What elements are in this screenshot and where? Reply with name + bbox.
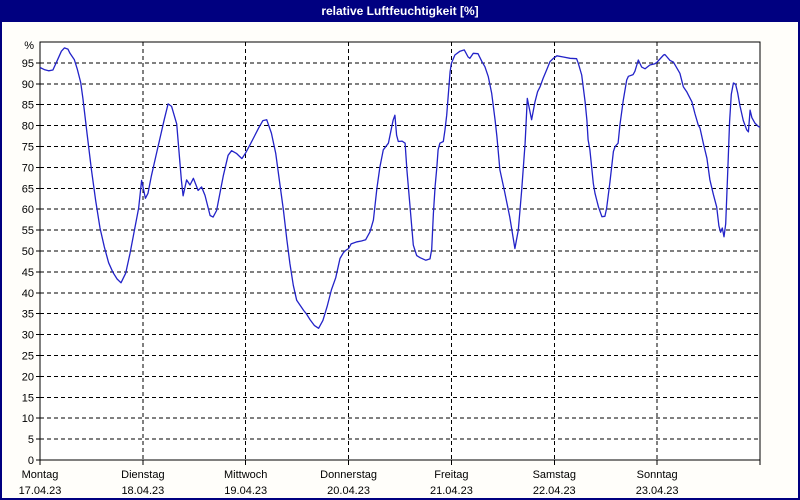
x-weekday-label: Mittwoch [224, 469, 267, 481]
y-axis: 0 5 10 15 20 25 30 35 40 45 50 55 60 65 70 75 80 85 90 95% [22, 40, 40, 467]
y-tick-label: 55 [22, 225, 34, 237]
y-tick-label: 85 [22, 100, 34, 112]
y-tick-label: 90 [22, 79, 34, 91]
x-date-label: 21.04.23 [430, 485, 473, 497]
y-tick-label: 10 [22, 413, 34, 425]
y-tick-label: 30 [22, 330, 34, 342]
x-weekday-label: Freitag [434, 469, 468, 481]
x-date-label: 20.04.23 [327, 485, 370, 497]
y-tick-label: 80 [22, 121, 34, 133]
x-date-label: 18.04.23 [121, 485, 164, 497]
gridlines [40, 42, 760, 460]
y-tick-label: 95 [22, 58, 34, 70]
x-weekday-label: Donnerstag [320, 469, 377, 481]
humidity-series-line [39, 47, 761, 329]
y-tick-label: 45 [22, 267, 34, 279]
x-axis: Montag 17.04.23 Dienstag 18.04.23 Mittwoch 19… [19, 460, 761, 497]
y-tick-label: 20 [22, 371, 34, 383]
x-weekday-label: Sonntag [637, 469, 678, 481]
y-tick-label: 65 [22, 183, 34, 195]
x-date-label: 19.04.23 [224, 485, 267, 497]
title-bar: relative Luftfeuchtigkeit [%] [0, 0, 800, 22]
x-weekday-label: Montag [22, 469, 59, 481]
y-tick-label: 15 [22, 392, 34, 404]
x-date-label: 22.04.23 [533, 485, 576, 497]
y-tick-label: 50 [22, 246, 34, 258]
y-axis-unit-label: % [24, 40, 34, 52]
y-tick-label: 0 [28, 455, 34, 467]
x-date-label: 17.04.23 [19, 485, 62, 497]
x-weekday-label: Dienstag [121, 469, 164, 481]
y-tick-label: 70 [22, 162, 34, 174]
window-title: relative Luftfeuchtigkeit [%] [321, 4, 479, 18]
y-tick-label: 25 [22, 351, 34, 363]
x-date-label: 23.04.23 [636, 485, 679, 497]
y-tick-label: 75 [22, 142, 34, 154]
y-tick-label: 40 [22, 288, 34, 300]
y-tick-label: 60 [22, 204, 34, 216]
y-tick-label: 35 [22, 309, 34, 321]
x-weekday-label: Samstag [533, 469, 576, 481]
y-tick-label: 5 [28, 434, 34, 446]
